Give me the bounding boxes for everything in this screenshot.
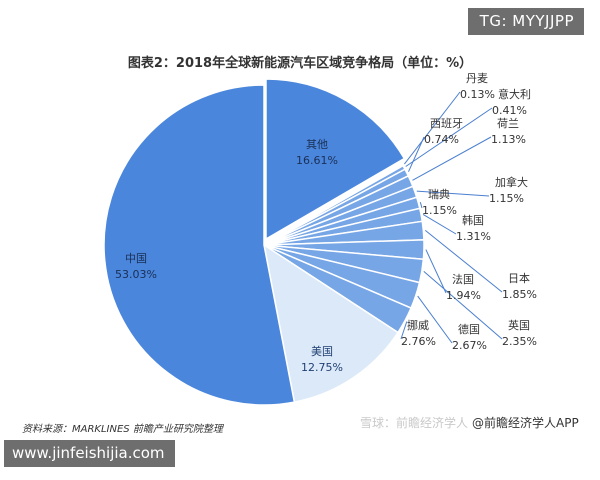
pie-slice	[262, 243, 400, 403]
leader-line	[417, 295, 453, 344]
leader-line	[416, 190, 490, 197]
slice-label: 瑞典	[428, 187, 450, 201]
leader-line	[405, 107, 493, 167]
leader-line	[419, 202, 423, 209]
slice-value: 12.75%	[301, 361, 343, 374]
footer-credit: 雪球：前瞻经济学人 @前瞻经济学人APP	[360, 414, 579, 431]
chart-title: 图表2：2018年全球新能源汽车区域竞争格局（单位：%）	[127, 56, 473, 71]
slice-value: 1.85%	[502, 288, 537, 301]
leader-line	[425, 249, 447, 294]
slice-value: 16.61%	[296, 154, 338, 167]
slice-value: 0.41%	[492, 104, 527, 117]
slice-label: 荷兰	[497, 117, 519, 130]
slice-label: 韩国	[462, 213, 484, 227]
slice-label: 加拿大	[495, 175, 528, 189]
pie-slice	[265, 78, 406, 241]
footer-watermark: 雪球：前瞻经济学人	[360, 416, 469, 430]
slice-value: 1.15%	[422, 204, 457, 217]
slice-value: 0.13%	[460, 88, 495, 101]
slice-value: 2.35%	[502, 335, 537, 348]
slice-label: 英国	[508, 318, 530, 332]
slice-label: 西班牙	[430, 117, 463, 130]
leader-line	[423, 271, 503, 340]
leader-line	[408, 136, 425, 172]
website-tag: www.jinfeishijia.com	[4, 440, 175, 467]
slice-label: 其他	[306, 138, 328, 151]
slice-label: 法国	[452, 272, 474, 286]
slice-label: 意大利	[498, 87, 531, 101]
slice-label: 日本	[508, 271, 530, 285]
leader-line	[422, 213, 457, 235]
slice-value: 0.74%	[424, 133, 459, 146]
slice-label: 德国	[458, 322, 480, 336]
leader-line	[412, 136, 492, 181]
slice-label: 挪威	[407, 318, 429, 332]
slice-value: 53.03%	[115, 268, 157, 281]
slice-label: 美国	[311, 345, 333, 358]
slice-label: 丹麦	[466, 72, 488, 85]
leader-line	[424, 230, 503, 293]
slice-value: 1.15%	[489, 192, 524, 205]
slice-label: 中国	[125, 252, 147, 265]
overlay-tag: TG: MYYJJPP	[467, 8, 584, 35]
slice-value: 1.13%	[491, 133, 526, 146]
pie-slice	[103, 84, 296, 406]
slice-value: 1.94%	[446, 289, 481, 302]
leader-line	[404, 91, 461, 165]
slice-value: 2.67%	[452, 339, 487, 352]
leader-line	[400, 321, 408, 340]
footer-credit-text: @前瞻经济学人APP	[472, 416, 579, 430]
slice-value: 2.76%	[401, 335, 436, 348]
slice-value: 1.31%	[456, 230, 491, 243]
source-note: 资料来源：MARKLINES 前瞻产业研究院整理	[22, 424, 223, 435]
